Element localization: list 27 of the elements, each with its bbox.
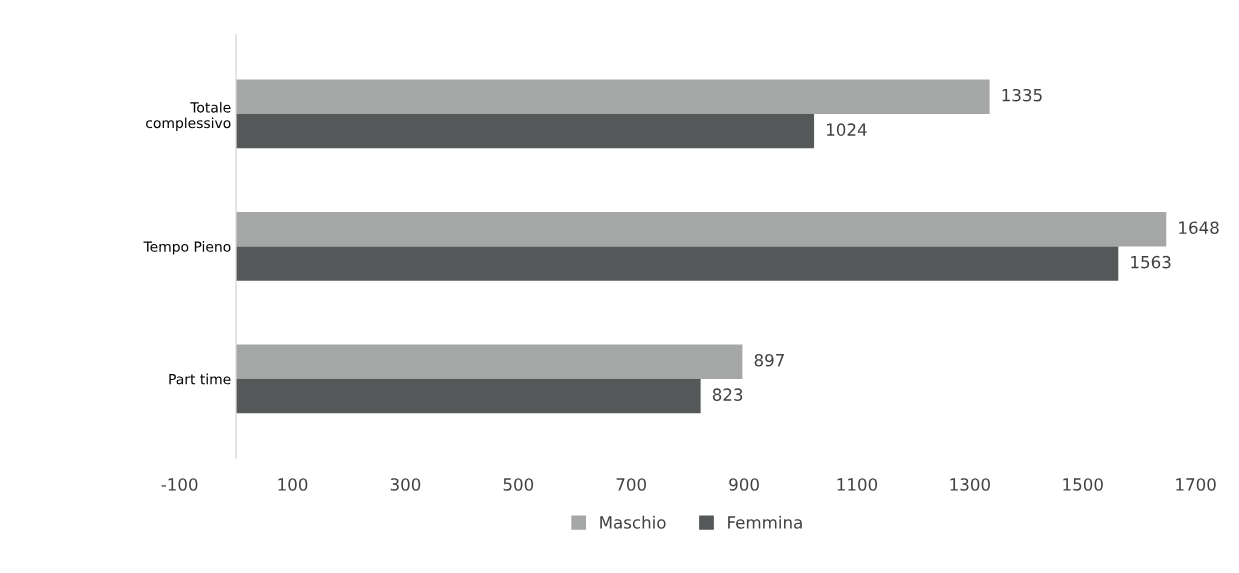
data-label: 1335 (1002, 88, 1042, 102)
bar (236, 246, 1119, 281)
data-label: 1024 (827, 123, 867, 136)
y-tick-label: Tempo Pieno (143, 241, 231, 255)
bar (236, 378, 701, 414)
legend-label: Maschio (600, 515, 666, 529)
x-tick-label: 700 (616, 478, 646, 491)
x-tick-label: 900 (729, 478, 759, 491)
data-label: 823 (712, 388, 743, 401)
x-tick-label: 1300 (950, 478, 990, 491)
bar (236, 79, 990, 114)
x-tick-label: -100 (161, 478, 198, 491)
y-tick-label: Part time (169, 373, 231, 385)
bar (236, 344, 743, 379)
x-tick-label: 500 (503, 478, 534, 491)
data-label: 1648 (1179, 221, 1219, 234)
data-label: 1563 (1131, 255, 1171, 269)
bar (236, 113, 815, 149)
x-tick-label: 300 (390, 478, 421, 491)
x-tick-label: 1500 (1063, 478, 1103, 491)
data-label: 897 (754, 353, 784, 367)
legend-label: Femmina (728, 515, 802, 529)
x-tick-label: 1700 (1176, 478, 1216, 491)
y-tick-label: Totale complessivo (146, 101, 231, 131)
x-tick-label: 1100 (837, 478, 878, 491)
x-tick-label: 100 (278, 478, 308, 491)
bar (236, 211, 1167, 247)
